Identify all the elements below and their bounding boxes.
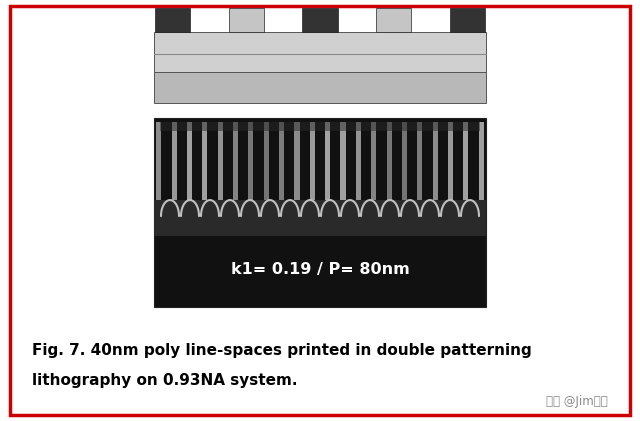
Bar [155, 8, 191, 32]
Bar [172, 122, 177, 215]
Bar [156, 122, 161, 215]
Bar [340, 122, 346, 215]
Bar [302, 8, 338, 32]
Bar [387, 122, 392, 215]
Bar [479, 122, 484, 215]
Bar [233, 122, 238, 215]
Bar [218, 122, 223, 215]
Bar [202, 122, 207, 215]
Bar [264, 122, 269, 215]
Bar [279, 122, 284, 215]
Bar [229, 8, 264, 32]
Bar [371, 122, 376, 215]
Bar [417, 122, 422, 215]
Bar [449, 8, 485, 32]
Bar [356, 122, 361, 215]
Bar [448, 122, 453, 215]
Bar [154, 72, 486, 103]
Bar [433, 122, 438, 215]
Text: 头条 @Jim博士: 头条 @Jim博士 [547, 395, 608, 408]
Bar [187, 122, 192, 215]
Text: k1= 0.19 / P= 80nm: k1= 0.19 / P= 80nm [230, 262, 410, 277]
Bar [160, 122, 480, 131]
Bar [294, 122, 300, 215]
Text: Fig. 7. 40nm poly line-spaces printed in double patterning: Fig. 7. 40nm poly line-spaces printed in… [32, 343, 532, 358]
Bar [376, 8, 412, 32]
Text: lithography on 0.93NA system.: lithography on 0.93NA system. [32, 373, 298, 388]
Bar [325, 122, 330, 215]
Bar [154, 32, 486, 72]
Bar [310, 122, 315, 215]
Bar [402, 122, 407, 215]
Bar [154, 200, 486, 236]
Bar [463, 122, 468, 215]
Bar [154, 118, 486, 307]
Bar [248, 122, 253, 215]
